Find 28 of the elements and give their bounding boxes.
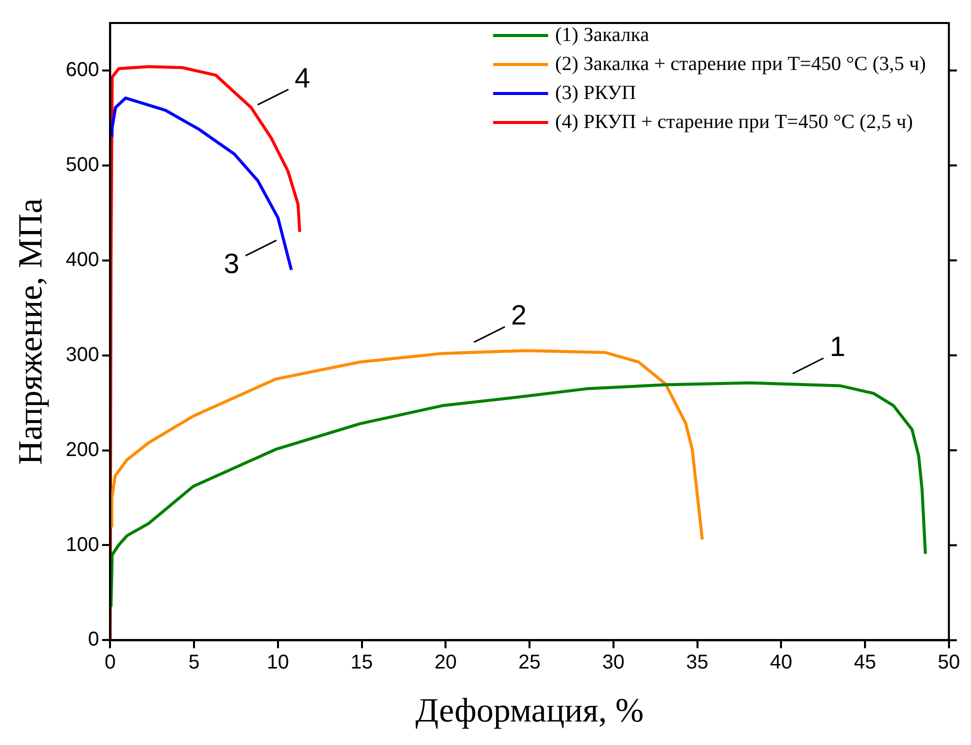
- legend-label: (3) РКУП: [555, 82, 636, 104]
- y-tick-label: 400: [66, 248, 100, 271]
- annotation: 3: [224, 248, 240, 280]
- y-tick-label: 600: [66, 58, 100, 81]
- x-tick-label: 50: [938, 652, 960, 674]
- x-tick-label: 40: [770, 652, 792, 674]
- y-tick-label: 0: [88, 628, 100, 651]
- x-tick-label: 25: [518, 652, 541, 674]
- y-tick-label: 100: [66, 534, 100, 556]
- x-tick-label: 45: [854, 652, 876, 674]
- x-axis-title: Деформация, %: [415, 692, 644, 730]
- x-tick-label: 10: [266, 652, 290, 674]
- annotation: 2: [511, 300, 527, 331]
- annotation: 1: [830, 331, 846, 362]
- x-tick-label: 20: [434, 652, 457, 674]
- x-tick-label: 35: [686, 652, 708, 674]
- x-tick-label: 5: [188, 652, 200, 674]
- y-tick-label: 200: [66, 438, 100, 461]
- x-tick-label: 15: [350, 652, 373, 674]
- annotation: 4: [294, 62, 310, 94]
- y-tick-label: 300: [66, 344, 100, 366]
- x-tick-label: 30: [602, 652, 625, 674]
- y-axis-title: Напряжение, МПа: [12, 198, 50, 465]
- x-tick-label: 0: [104, 652, 116, 674]
- legend-label: (2) Закалка + старение при T=450 °C (3,5 ч): [555, 52, 926, 75]
- y-tick-label: 500: [66, 154, 100, 176]
- legend-label: (4) РКУП + старение при T=450 °C (2,5 ч): [555, 110, 913, 133]
- legend-label: (1) Закалка: [555, 24, 650, 46]
